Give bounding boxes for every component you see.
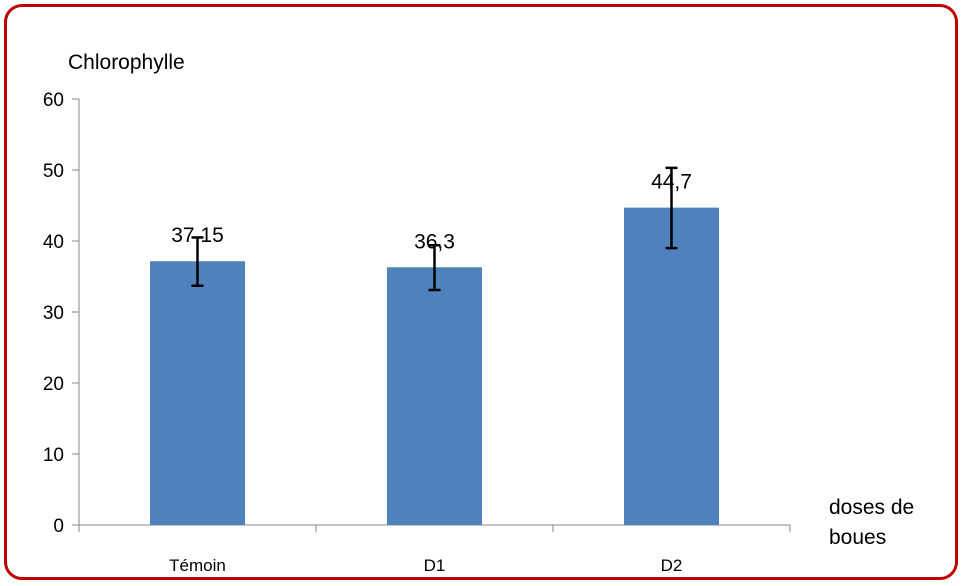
bar xyxy=(624,207,719,525)
y-tick-label: 40 xyxy=(43,232,64,253)
x-tick-label: D2 xyxy=(661,556,683,575)
x-tick-label: D1 xyxy=(424,556,446,575)
y-tick-label: 0 xyxy=(53,516,64,537)
data-label: 37,15 xyxy=(171,224,224,247)
x-axis-label: doses de boues xyxy=(829,496,915,549)
y-tick-label: 50 xyxy=(43,161,64,182)
y-tick-label: 10 xyxy=(43,445,64,466)
y-tick-label: 30 xyxy=(43,303,64,324)
data-label: 36,3 xyxy=(414,230,455,253)
bar xyxy=(387,267,482,525)
bar xyxy=(150,261,245,525)
y-axis-label: Chlorophylle xyxy=(68,51,185,74)
x-tick-label: Témoin xyxy=(169,556,226,575)
y-tick-label: 20 xyxy=(43,374,64,395)
y-tick-label: 60 xyxy=(43,90,64,111)
data-label: 44,7 xyxy=(651,171,692,194)
